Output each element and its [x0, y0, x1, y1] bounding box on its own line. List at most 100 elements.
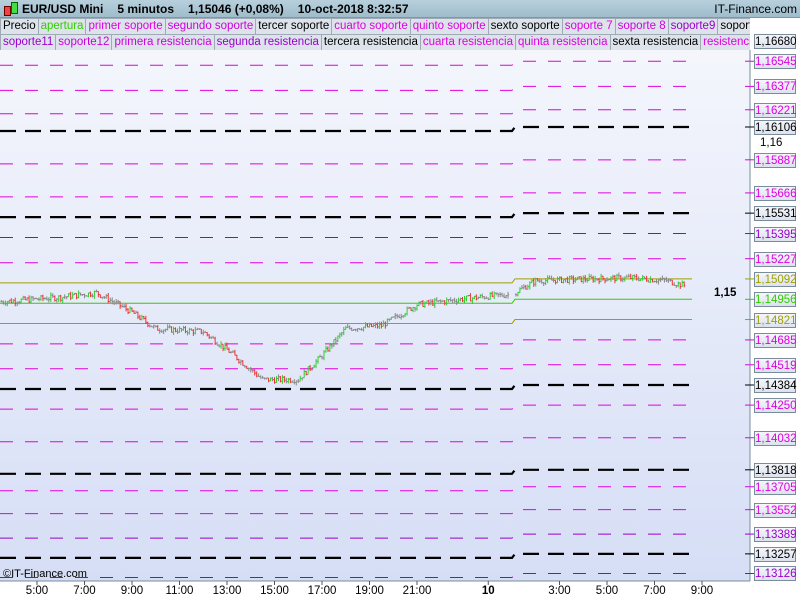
x-tick-label: 15:00 [260, 585, 289, 597]
candle [142, 316, 145, 320]
candle [253, 369, 256, 376]
price-label: 1,14956 [754, 292, 797, 308]
candle [362, 326, 365, 332]
candle [542, 281, 545, 286]
candle [655, 279, 658, 284]
candle [358, 328, 361, 330]
legend-item[interactable]: soporte 8 [614, 18, 669, 35]
candle [681, 280, 684, 288]
level-line [500, 486, 692, 492]
candle [51, 293, 54, 298]
candle [540, 278, 543, 284]
candle [625, 274, 628, 278]
candle [319, 354, 322, 358]
x-tick-label: 7:00 [73, 585, 96, 597]
candle [675, 284, 678, 289]
candle [235, 354, 238, 361]
price-label: 1,14685 [754, 332, 797, 348]
x-tick-label: 11:00 [165, 585, 194, 597]
legend-item[interactable]: soporte12 [55, 34, 113, 50]
legend-item[interactable]: sexto soporte [487, 18, 563, 35]
candle [41, 294, 44, 302]
level-line [500, 233, 692, 239]
candle [281, 375, 284, 384]
candle [394, 313, 397, 320]
legend-item[interactable]: cuarta resistencia [419, 34, 516, 50]
x-tick-label: 13:00 [212, 585, 242, 597]
legend-item[interactable]: quinto soporte [409, 18, 489, 35]
candle [125, 303, 128, 312]
legend-item[interactable]: soporte10 [717, 18, 750, 35]
candle [576, 276, 579, 281]
candle [637, 276, 640, 282]
legend-item[interactable]: tercera resistencia [320, 34, 421, 50]
candle [562, 279, 565, 284]
candle [164, 328, 167, 332]
legend-item[interactable]: soporte11 [0, 34, 57, 50]
candle [43, 297, 46, 300]
candle [210, 336, 213, 340]
candle [366, 323, 369, 328]
candle [77, 290, 80, 299]
legend-item[interactable]: resistencia7 [700, 34, 750, 50]
legend-item[interactable]: quinta resistencia [515, 34, 611, 50]
candle [307, 366, 310, 376]
candle [71, 292, 74, 299]
candle [503, 293, 506, 299]
candle [390, 316, 393, 320]
candle [188, 327, 191, 335]
legend-item[interactable]: segunda resistencia [213, 34, 322, 50]
candle [273, 377, 276, 384]
candle [627, 273, 630, 278]
candle [111, 297, 114, 305]
legend-item[interactable]: soporte 7 [561, 18, 616, 35]
price-label: 1,14519 [754, 357, 797, 373]
legend-item[interactable]: apertura [37, 18, 87, 35]
legend-item[interactable]: Precio [0, 18, 39, 35]
candle [346, 323, 349, 329]
candle [431, 299, 434, 306]
candle [279, 375, 282, 383]
candle [10, 298, 13, 304]
price-label: 1,15531 [754, 206, 797, 222]
legend-item[interactable]: sexta resistencia [609, 34, 702, 50]
candle [109, 297, 112, 304]
candle [481, 293, 484, 299]
level-line [500, 339, 692, 345]
level-line [500, 572, 692, 578]
candle [360, 327, 363, 331]
x-tick-label: 5:00 [595, 585, 619, 597]
candle [516, 291, 519, 297]
candle [303, 369, 306, 379]
candle [241, 360, 244, 366]
title-info: EUR/USD Mini 5 minutos 1,15046 (+0,08%) … [22, 2, 409, 16]
candle [261, 375, 264, 379]
candle [81, 294, 84, 296]
price-label: 1,14032 [754, 430, 797, 446]
candle [328, 343, 331, 353]
candle [635, 273, 638, 281]
candle [671, 279, 674, 286]
price-label: 1,16377 [754, 79, 797, 95]
candle [584, 274, 587, 283]
candle [396, 313, 399, 319]
candle [398, 314, 401, 319]
price-label: 1,15227 [754, 251, 797, 267]
candle [334, 336, 337, 344]
legend-item[interactable]: segundo soporte [164, 18, 257, 35]
price-label: 1,13126 [754, 566, 797, 582]
legend-item[interactable]: primer soporte [85, 18, 166, 35]
candle [172, 326, 175, 336]
legend-item[interactable]: primera resistencia [111, 34, 215, 50]
candle [36, 297, 38, 300]
candle [255, 371, 258, 378]
candle [667, 278, 670, 284]
x-tick-label: 19:00 [355, 585, 384, 597]
candle [156, 325, 159, 331]
candle [160, 329, 163, 333]
legend-item[interactable]: tercer soporte [255, 18, 333, 35]
price-label: 1,15092 [754, 271, 797, 287]
legend-item[interactable]: soporte9 [667, 18, 719, 35]
legend-item[interactable]: cuarto soporte [331, 18, 411, 35]
